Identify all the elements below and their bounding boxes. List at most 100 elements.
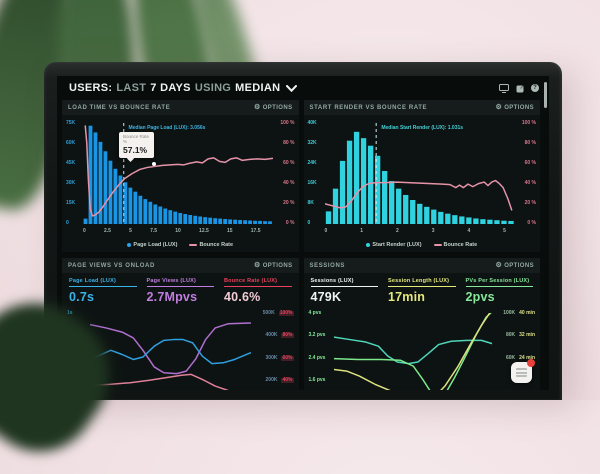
options-label: OPTIONS <box>262 104 293 111</box>
gear-icon: ⚙ <box>495 262 503 269</box>
axis-tick: 40K <box>307 120 317 126</box>
axis-tick: 7.5 <box>150 228 158 234</box>
spark-axis-right: 500K 100% 400K 80% 300K 60% 200K 40% <box>263 311 294 383</box>
axis-tick: 16K <box>307 180 317 186</box>
display-icon[interactable] <box>499 83 509 93</box>
sparkline-area: 4 pvs 3.2 pvs 2.4 pvs 1.6 pvs 100K 40 min 80K… <box>304 307 541 390</box>
chevron-down-icon <box>286 84 298 92</box>
options-label: OPTIONS <box>504 262 534 269</box>
legend-label: Page Load (LUX) <box>133 242 178 248</box>
options-button[interactable]: ⚙ OPTIONS <box>496 104 535 111</box>
help-icon[interactable]: ? <box>531 84 539 92</box>
chart-area: 40K 32K 24K 16K 8K 0 100 % 80 % 60 % 40 % 20 % 0 %… <box>304 115 541 252</box>
x-axis: 0 1 2 3 4 5 <box>325 228 515 234</box>
chart-legend: Start Render (LUX) Bounce Rate <box>304 242 541 248</box>
legend-item[interactable]: Page Load (LUX) <box>127 242 177 248</box>
axis-tick: 500K <box>262 310 275 316</box>
y-axis-left: 40K 32K 24K 16K 8K 0 <box>308 121 317 226</box>
panel-start-render: START RENDER VS BOUNCE RATE ⚙ OPTIONS 40… <box>303 100 541 252</box>
title-median: MEDIAN <box>235 82 281 94</box>
metric-row: Page Load (LUX) 0.7s Page Views (LUX) 2.… <box>62 273 299 306</box>
metric-bounce-rate: Bounce Rate (LUX) 40.6% <box>224 278 292 304</box>
axis-tick: 60% <box>281 354 294 361</box>
axis-tick: 200K <box>265 376 278 383</box>
options-button[interactable]: ⚙ OPTIONS <box>496 262 535 269</box>
legend-line-marker <box>189 244 198 246</box>
load-time-chart <box>83 123 273 224</box>
start-render-chart <box>325 123 514 224</box>
axis-tick: 80K <box>505 332 516 339</box>
median-annotation: Median Start Render (LUX): 1.031s <box>381 125 464 131</box>
options-button[interactable]: ⚙ OPTIONS <box>254 104 293 111</box>
gear-icon: ⚙ <box>254 262 261 269</box>
metric-value: 2.7Mpvs <box>146 290 198 304</box>
y-axis-right: 100 % 80 % 60 % 40 % 20 % 0 % <box>522 121 536 226</box>
axis-tick: 2.5 <box>103 228 111 234</box>
dashboard-titlebar: USERS: LAST 7 DAYS USING MEDIAN ? <box>57 76 549 100</box>
plot-sessions[interactable] <box>334 313 493 390</box>
axis-tick: 32K <box>307 140 317 146</box>
y-axis-right: 100 % 80 % 60 % 40 % 20 % 0 % <box>280 121 294 226</box>
axis-tick: 40 % <box>524 180 536 186</box>
panel-title: PAGE VIEWS VS ONLOAD <box>68 262 155 269</box>
legend-item[interactable]: Bounce Rate <box>189 242 233 248</box>
axis-tick: 1s <box>67 310 73 316</box>
panel-title: SESSIONS <box>309 262 345 269</box>
metric-session-length: Session Length (LUX) 17min <box>388 278 456 304</box>
legend-item[interactable]: Bounce Rate <box>433 242 478 248</box>
chat-widget-button[interactable] <box>511 359 535 383</box>
share-icon[interactable] <box>515 83 525 93</box>
axis-tick: 0 % <box>285 220 295 226</box>
axis-tick: 60 % <box>283 160 295 166</box>
legend-label: Bounce Rate <box>443 242 478 248</box>
panel-sessions: SESSIONS ⚙ OPTIONS Sessions (LUX) 479K S… <box>303 258 541 390</box>
axis-tick: 20 % <box>283 200 295 206</box>
axis-tick: 32 min <box>519 332 535 339</box>
title-days: 7 DAYS <box>150 82 191 94</box>
metric-value: 2pvs <box>465 290 495 304</box>
tooltip-label: Bounce Rate <box>123 134 150 140</box>
metric-value: 479K <box>310 290 342 304</box>
sessions-sparklines <box>334 313 493 390</box>
scrollbar-thumb[interactable] <box>544 82 547 108</box>
chart-area: 75K 60K 45K 30K 15K 0 100 % 80 % 60 % 40 % 20 % 0 … <box>62 115 299 252</box>
metric-row: Sessions (LUX) 479K Session Length (LUX)… <box>304 273 541 306</box>
metric-page-views: Page Views (LUX) 2.7Mpvs <box>146 278 214 304</box>
legend-dot-marker <box>127 243 132 247</box>
metric-label: Page Load (LUX) <box>69 278 137 287</box>
axis-tick: 100 % <box>521 120 536 126</box>
plot-start-render[interactable]: Median Start Render (LUX): 1.031s <box>325 123 515 224</box>
axis-tick-pair: 100K 40 min <box>503 311 535 316</box>
plot-page-views[interactable] <box>90 313 251 390</box>
axis-tick: 15K <box>66 200 76 206</box>
title-last: LAST <box>116 82 147 94</box>
axis-tick: 24 min <box>519 354 535 361</box>
legend-item[interactable]: Start Render (LUX) <box>366 242 422 248</box>
axis-tick-pair: 80K 32 min <box>503 333 535 338</box>
axis-tick: 100K <box>503 310 516 316</box>
plot-load-time[interactable]: Median Page Load (LUX): 3.056s Bounce Ra… <box>83 123 273 224</box>
photo-canvas: { "ui": { "title": {"users": "USERS:", "… <box>0 0 600 400</box>
metric-value: 0.7s <box>69 290 95 304</box>
metric-sessions: Sessions (LUX) 479K <box>310 278 378 304</box>
x-axis: 0 2.5 5 7.5 10 12.5 15 17.5 <box>83 228 273 234</box>
options-label: OPTIONS <box>262 262 293 269</box>
axis-tick-pair: 200K 40% <box>263 376 294 383</box>
spark-axis-left: 4 pvs 3.2 pvs 2.4 pvs 1.6 pvs <box>309 311 326 383</box>
axis-tick-pair: 400K 80% <box>263 333 294 339</box>
axis-tick: 0 % <box>527 220 536 226</box>
axis-tick: 40% <box>281 376 294 383</box>
dashboard-filter-dropdown[interactable]: USERS: LAST 7 DAYS USING MEDIAN <box>69 82 298 94</box>
options-button[interactable]: ⚙ OPTIONS <box>254 262 293 269</box>
axis-tick: 300K <box>265 354 278 361</box>
axis-tick: 1 <box>360 228 364 234</box>
legend-label: Bounce Rate <box>199 242 234 248</box>
axis-tick: 2.4 pvs <box>308 354 326 361</box>
axis-tick: 3.2 pvs <box>308 332 326 339</box>
axis-tick: 24K <box>307 160 317 166</box>
y-axis-left: 75K 60K 45K 30K 15K 0 <box>66 121 75 226</box>
panel-grid: LOAD TIME VS BOUNCE RATE ⚙ OPTIONS 75K 60… <box>62 100 540 390</box>
axis-tick: 60 % <box>524 160 536 166</box>
tooltip-anchor-dot <box>152 162 157 167</box>
panel-header: LOAD TIME VS BOUNCE RATE ⚙ OPTIONS <box>62 100 299 115</box>
